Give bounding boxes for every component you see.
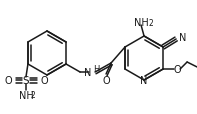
Text: O: O: [102, 75, 110, 85]
Text: N: N: [179, 33, 187, 43]
Text: 2: 2: [148, 18, 153, 27]
Text: O: O: [173, 64, 181, 74]
Text: O: O: [41, 75, 49, 85]
Text: N: N: [84, 67, 91, 77]
Text: NH: NH: [19, 90, 33, 100]
Text: 2: 2: [31, 91, 35, 100]
Text: S: S: [23, 75, 29, 85]
Text: N: N: [140, 75, 148, 85]
Text: H: H: [93, 64, 99, 73]
Text: NH: NH: [134, 18, 148, 28]
Text: O: O: [4, 75, 12, 85]
